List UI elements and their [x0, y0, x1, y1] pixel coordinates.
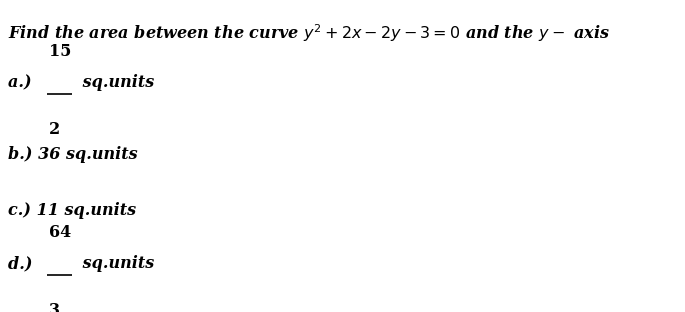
Text: sq.units: sq.units [77, 74, 154, 91]
Text: 2: 2 [49, 121, 60, 138]
Text: c.) 11 sq.units: c.) 11 sq.units [8, 202, 136, 219]
Text: 64: 64 [49, 224, 71, 241]
Text: a.): a.) [8, 74, 38, 91]
Text: sq.units: sq.units [77, 255, 154, 272]
Text: 15: 15 [49, 43, 72, 60]
Text: Find the area between the curve $y^2 + 2x - 2y - 3 = 0$ and the $y -$ axis: Find the area between the curve $y^2 + 2… [8, 22, 610, 44]
Text: b.) 36 sq.units: b.) 36 sq.units [8, 146, 138, 163]
Text: d.): d.) [8, 255, 38, 272]
Text: 3: 3 [49, 302, 60, 312]
